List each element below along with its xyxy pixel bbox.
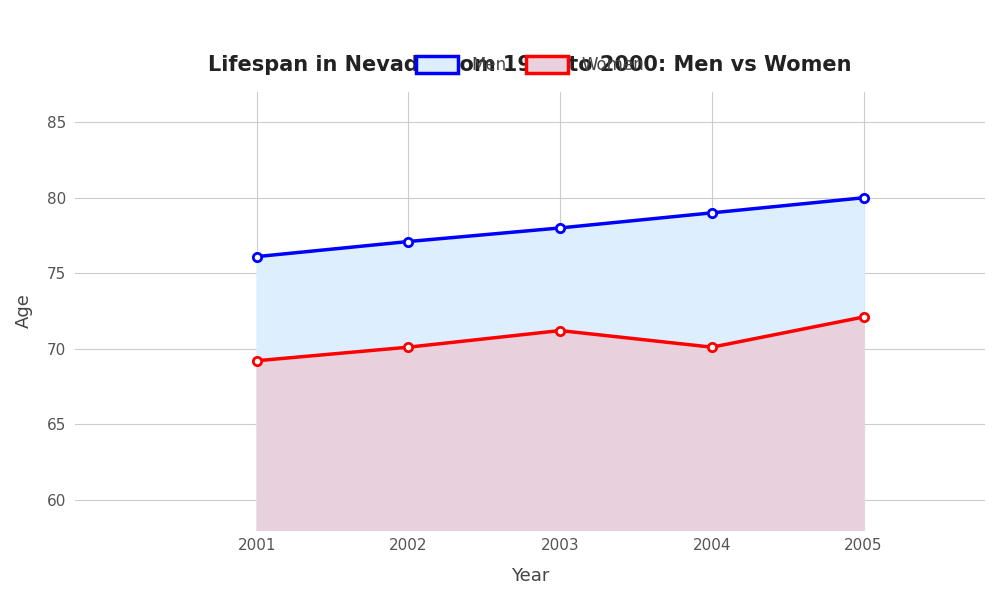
Women [251, 357, 263, 364]
Women [554, 327, 566, 334]
Title: Lifespan in Nevada from 1962 to 2000: Men vs Women: Lifespan in Nevada from 1962 to 2000: Me… [208, 55, 852, 75]
Women [402, 344, 414, 351]
Men [858, 194, 870, 202]
Men [554, 224, 566, 232]
Women [706, 344, 718, 351]
X-axis label: Year: Year [511, 567, 549, 585]
Y-axis label: Age: Age [15, 293, 33, 328]
Line: Men: Men [253, 194, 868, 261]
Legend: Men, Women: Men, Women [408, 48, 652, 83]
Men [402, 238, 414, 245]
Line: Women: Women [253, 313, 868, 365]
Men [706, 209, 718, 217]
Women [858, 313, 870, 320]
Men [251, 253, 263, 260]
